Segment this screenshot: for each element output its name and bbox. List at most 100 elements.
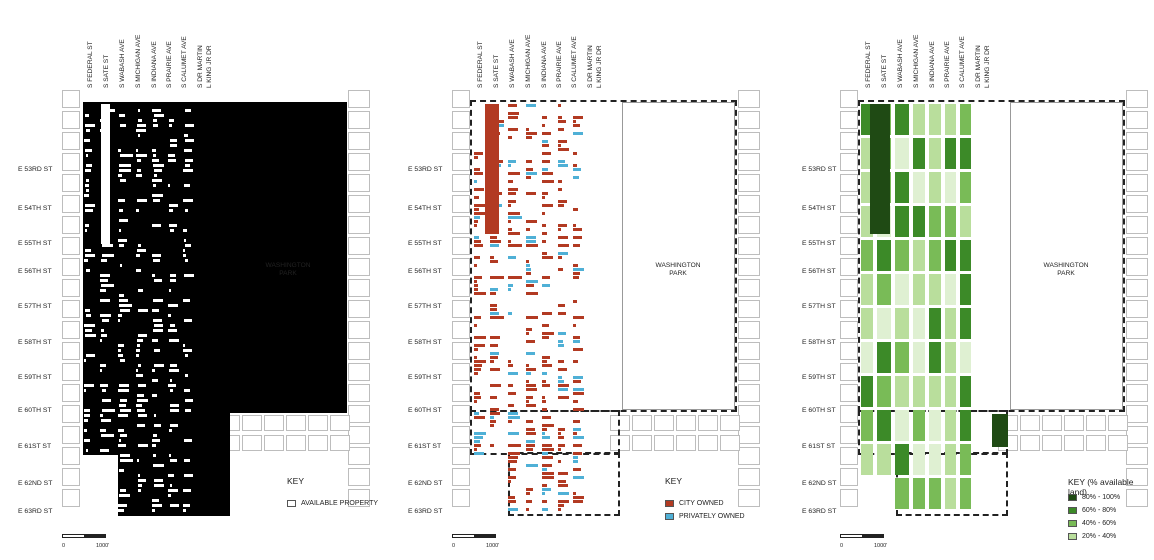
ns-street-label: S DR MARTIN L KING JR DR	[975, 45, 991, 88]
city-owned-parcel	[542, 448, 554, 451]
city-owned-parcel	[558, 120, 566, 123]
city-block	[840, 489, 858, 507]
key-label: 40% - 60%	[1082, 520, 1117, 527]
city-block	[348, 111, 370, 129]
block-availability	[895, 376, 909, 407]
available-parcel	[136, 254, 140, 257]
available-parcel	[84, 439, 90, 442]
block-availability	[960, 138, 971, 169]
city-block	[1020, 415, 1040, 431]
key-swatch	[665, 500, 674, 507]
city-owned-parcel	[542, 196, 545, 199]
city-owned-parcel	[508, 116, 518, 119]
ew-street-label: E 56TH ST	[18, 268, 52, 275]
city-owned-parcel	[508, 468, 516, 471]
available-parcel	[168, 329, 177, 332]
block-availability	[895, 410, 909, 441]
block-availability	[945, 410, 956, 441]
block-availability	[929, 172, 941, 203]
city-owned-parcel	[558, 484, 568, 487]
available-parcel	[154, 169, 162, 172]
city-owned-parcel	[526, 176, 531, 179]
city-owned-parcel	[573, 276, 579, 279]
available-parcel	[183, 509, 186, 512]
city-block	[1108, 435, 1128, 451]
available-parcel	[100, 279, 108, 282]
city-owned-parcel	[526, 428, 535, 431]
city-block	[738, 321, 760, 339]
city-block	[1042, 435, 1062, 451]
key-title: KEY	[665, 476, 683, 486]
city-owned-parcel	[542, 256, 553, 259]
city-owned-parcel	[558, 148, 569, 151]
city-owned-parcel	[558, 140, 567, 143]
available-parcel	[85, 149, 92, 152]
available-parcel	[118, 239, 127, 242]
city-owned-parcel	[474, 348, 478, 351]
city-owned-parcel	[526, 388, 537, 391]
block-availability	[913, 308, 925, 339]
city-block	[330, 435, 350, 451]
available-parcel	[152, 159, 159, 162]
city-owned-parcel	[508, 128, 518, 131]
available-parcel	[168, 474, 174, 477]
city-owned-parcel	[573, 316, 584, 319]
city-owned-parcel	[542, 144, 549, 147]
city-owned-parcel	[508, 180, 513, 183]
city-owned-parcel	[573, 324, 576, 327]
private-parcel	[508, 508, 518, 511]
city-block	[738, 90, 760, 108]
city-block	[738, 153, 760, 171]
city-block	[308, 415, 328, 431]
city-owned-parcel	[573, 336, 580, 339]
washington-park	[1010, 102, 1123, 410]
ew-street-label: E 62ND ST	[18, 480, 53, 487]
available-parcel	[154, 479, 163, 482]
city-block	[1126, 237, 1148, 255]
city-block	[62, 405, 80, 423]
city-owned-parcel	[508, 360, 511, 363]
block-availability	[861, 410, 873, 441]
city-block	[62, 90, 80, 108]
available-parcel	[153, 464, 164, 467]
ew-street-label: E 61ST ST	[408, 443, 442, 450]
city-owned-parcel	[573, 264, 578, 267]
private-parcel	[474, 236, 479, 239]
available-parcel	[184, 459, 190, 462]
city-owned-parcel	[573, 116, 583, 119]
city-owned-parcel	[558, 472, 568, 475]
available-parcel	[153, 154, 156, 157]
city-owned-parcel	[508, 392, 516, 395]
private-parcel	[573, 132, 583, 135]
city-owned-parcel	[542, 424, 554, 427]
city-owned-parcel	[558, 200, 567, 203]
block-availability	[895, 138, 909, 169]
city-owned-parcel	[558, 256, 562, 259]
city-owned-parcel	[573, 152, 577, 155]
city-block	[738, 363, 760, 381]
city-owned-parcel	[542, 356, 550, 359]
city-block	[1126, 342, 1148, 360]
available-parcel	[119, 219, 128, 222]
available-parcel	[154, 364, 164, 367]
city-block	[348, 426, 370, 444]
city-block	[62, 216, 80, 234]
available-parcel	[136, 174, 142, 177]
city-block	[348, 195, 370, 213]
city-owned-parcel	[573, 360, 578, 363]
key-swatch	[1068, 494, 1077, 501]
available-parcel	[118, 174, 122, 177]
city-block	[1064, 415, 1084, 431]
available-parcel	[185, 354, 188, 357]
available-parcel	[183, 249, 185, 252]
block-availability	[895, 444, 909, 475]
city-owned-parcel	[526, 404, 536, 407]
city-owned-parcel	[558, 224, 567, 227]
available-parcel	[85, 334, 96, 337]
available-parcel	[170, 424, 178, 427]
city-owned-parcel	[526, 292, 538, 295]
city-block	[348, 468, 370, 486]
available-parcel	[101, 434, 114, 437]
block-availability	[929, 376, 941, 407]
private-parcel	[526, 280, 538, 283]
